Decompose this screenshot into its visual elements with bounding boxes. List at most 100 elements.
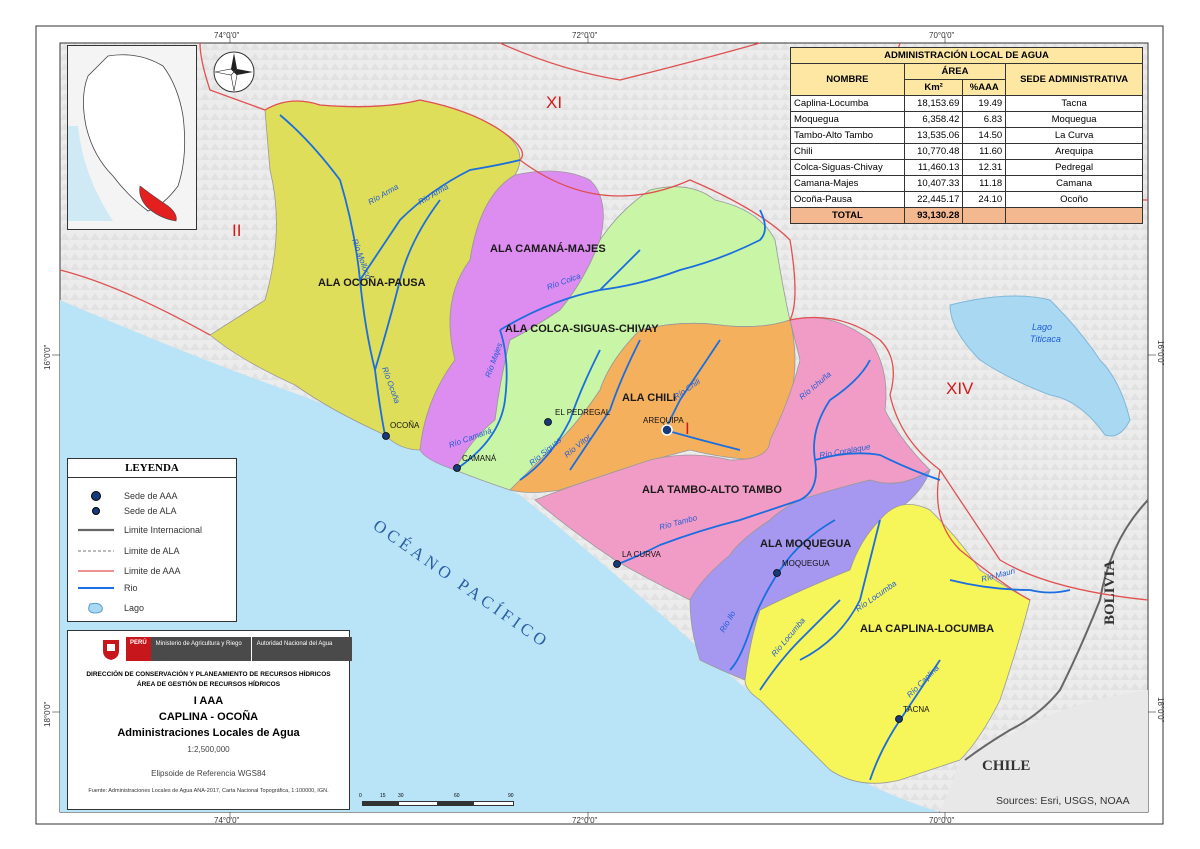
map-datum: Elipsoide de Referencia WGS84 [151, 769, 266, 778]
legend-item: Limite Internacional [76, 523, 202, 537]
aaa-seat-icon [76, 490, 116, 502]
dept-line-1: DIRECCIÓN DE CONSERVACIÓN Y PLANEAMIENTO… [86, 671, 331, 678]
river-icon [76, 582, 116, 594]
lake-label: Lago [1032, 322, 1052, 332]
country-chile: CHILE [982, 758, 1030, 774]
town-ocona: OCOÑA [390, 421, 420, 430]
legend-item: Sede de ALA [76, 504, 177, 518]
grid-right-1: 16°0'0" [1156, 340, 1165, 366]
river-siguas [519, 349, 601, 481]
table-title: ADMINISTRACIÓN LOCAL DE AGUA [790, 47, 1143, 64]
town-tacna: TACNA [903, 705, 930, 714]
table-row: Ocoña-Pausa 22,445.17 24.10 Ocoño [790, 191, 1143, 208]
logo-peru: PERÚ [126, 637, 151, 661]
region-label-camana: ALA CAMANÁ-MAJES [490, 242, 606, 255]
aaa-label-i: I [685, 419, 690, 438]
aaa-label-ii: II [232, 221, 241, 240]
north-arrow-icon [212, 50, 256, 99]
logo-ministry: Ministerio de Agricultura y Riego [150, 637, 251, 661]
coat-of-arms-icon [98, 637, 124, 661]
grid-left-1: 16°0'0" [43, 344, 52, 370]
river-locumba [759, 599, 841, 691]
grid-top-3: 70°0'0" [929, 31, 955, 40]
aaa-label-xi: XI [546, 93, 562, 112]
table-row: Tambo-Alto Tambo 13,535.06 14.50 La Curva [790, 127, 1143, 144]
inset-map [67, 45, 197, 230]
town-camana: CAMANÁ [462, 454, 497, 463]
legend-title: LEYENDA [68, 459, 236, 478]
grid-bottom-2: 72°0'0" [572, 816, 598, 825]
river-tambo [614, 399, 831, 566]
table-row: Colca-Siguas-Chivay 11,460.13 12.31 Pedrega… [790, 159, 1143, 176]
legend-item: Sede de AAA [76, 489, 178, 503]
table-header-area: ÁREA [903, 63, 1007, 80]
lake-icon [76, 602, 116, 614]
table-header-km: Km² [903, 79, 964, 96]
region-label-moquegua: ALA MOQUEGUA [760, 538, 851, 550]
aaa-seat-marker [661, 424, 673, 436]
ala-table: ADMINISTRACIÓN LOCAL DE AGUA NOMBRE ÁREA… [790, 47, 1143, 224]
legend-item: Limite de AAA [76, 564, 181, 578]
table-row: Caplina-Locumba 18,153.69 19.49 Tacna [790, 95, 1143, 112]
region-label-ocona: ALA OCOÑA-PAUSA [318, 276, 426, 289]
grid-top-1: 74°0'0" [214, 31, 240, 40]
table-header-sede: SEDE ADMINISTRATIVA [1005, 63, 1143, 96]
river-mauri [949, 579, 1071, 594]
rivers [279, 114, 1071, 781]
graticule [52, 36, 1156, 820]
map-aaa: I AAA [193, 695, 224, 707]
river-majes [454, 329, 508, 471]
map-name: CAPLINA - OCOÑA [158, 711, 259, 723]
legend-item: Lago [76, 601, 144, 615]
river-ilo [729, 519, 836, 671]
region-chili [509, 319, 796, 493]
country-bolivia: BOLIVIA [1102, 560, 1118, 625]
ala-border-icon [76, 545, 116, 557]
table-row: Moquegua 6,358.42 6.83 Moquegua [790, 111, 1143, 128]
grid-right-2: 18°0'0" [1156, 697, 1165, 723]
map-source: Fuente: Administraciones Locales de Agua… [88, 788, 329, 794]
legend-item: Rio [76, 581, 138, 595]
river-vitor [569, 339, 641, 471]
ala-seat-icon [76, 505, 116, 517]
chile-land [940, 690, 1148, 812]
dept-line-2: ÁREA DE GESTIÓN DE RECURSOS HÍDRICOS [136, 681, 281, 688]
grid-top-2: 72°0'0" [572, 31, 598, 40]
region-label-chili: ALA CHILI [622, 392, 676, 404]
international-border-icon [76, 524, 116, 536]
town-moquegua: MOQUEGUA [782, 559, 830, 568]
lake-titicaca [949, 295, 1131, 437]
scale-bar: 0 15 30 60 90 [358, 793, 518, 809]
logo: PERÚ Ministerio de Agricultura y Riego A… [98, 637, 352, 661]
legend-item: Limite de ALA [76, 544, 180, 558]
region-label-tambo: ALA TAMBO-ALTO TAMBO [642, 484, 782, 496]
town-lacurva: LA CURVA [622, 550, 661, 559]
river-coralaque [814, 452, 941, 481]
river-colca [499, 209, 766, 331]
map-subtitle: Administraciones Locales de Agua [117, 727, 300, 739]
table-header-name: NOMBRE [790, 63, 905, 96]
table-row: Camana-Majes 10,407.33 11.18 Camana [790, 175, 1143, 192]
town-arequipa: AREQUIPA [643, 416, 684, 425]
table-total-row: TOTAL 93,130.28 [790, 207, 1143, 224]
lake-label-2: Titicaca [1030, 334, 1061, 344]
river-chili [664, 339, 721, 431]
table-row: Chili 10,770.48 11.60 Arequipa [790, 143, 1143, 160]
map-scale: 1:2,500,000 [187, 745, 230, 754]
aaa-label-xiv: XIV [946, 379, 974, 398]
sources-credit: Sources: Esri, USGS, NOAA [996, 795, 1130, 807]
region-label-colca: ALA COLCA-SIGUAS-CHIVAY [505, 323, 659, 335]
region-caplina [744, 503, 1031, 784]
town-pedregal: EL PEDREGAL [555, 408, 611, 417]
grid-bottom-3: 70°0'0" [929, 816, 955, 825]
grid-bottom-1: 74°0'0" [214, 816, 240, 825]
table-header-pct: %AAA [962, 79, 1007, 96]
international-border [964, 499, 1149, 761]
legend: LEYENDA Sede de AAA Sede de ALA Limite I… [67, 458, 237, 622]
aaa-border-icon [76, 565, 116, 577]
region-label-caplina: ALA CAPLINA-LOCUMBA [860, 623, 994, 635]
town-markers [382, 418, 903, 723]
logo-authority: Autoridad Nacional del Agua [250, 637, 352, 661]
grid-left-2: 18°0'0" [43, 701, 52, 727]
aaa-border [59, 42, 1149, 601]
